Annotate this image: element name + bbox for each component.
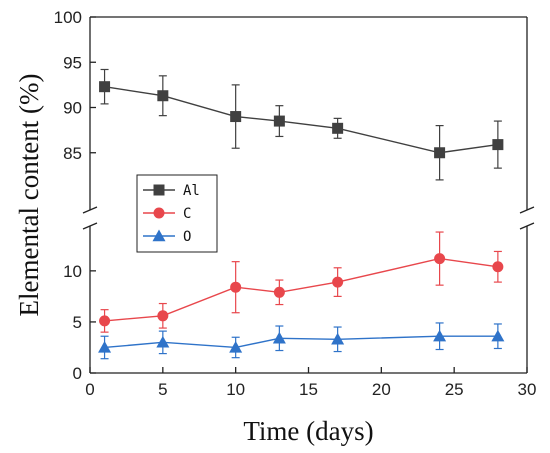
data-point-c [492, 261, 504, 273]
data-point-o [272, 331, 286, 344]
data-point-o [156, 335, 170, 348]
y-tick-label: 85 [63, 144, 82, 163]
series-c [99, 231, 504, 333]
data-point-c [434, 253, 446, 265]
series-layer [98, 68, 505, 360]
y-tick-label: 100 [54, 8, 82, 27]
data-point-o [433, 329, 447, 342]
data-point-al [492, 139, 504, 151]
x-tick-label: 25 [445, 380, 464, 399]
axis-ticks: 0 5 10 15 20 25 30 85 90 95 100 0 5 10 [54, 8, 537, 399]
data-point-o [331, 332, 345, 345]
y-tick-label: 5 [73, 313, 82, 332]
data-point-c [332, 276, 344, 288]
x-tick-label: 30 [518, 380, 537, 399]
y-tick-label: 0 [73, 364, 82, 383]
data-point-c [273, 286, 285, 298]
legend-marker-al [153, 184, 165, 196]
y-axis-title: Elemental content (%) [14, 74, 44, 317]
legend-marker-o [152, 229, 166, 242]
data-point-al [157, 90, 169, 102]
legend-label-al: Al [183, 183, 200, 199]
data-point-o [98, 340, 112, 353]
data-point-o [229, 340, 243, 353]
data-point-c [230, 281, 242, 293]
data-point-al [273, 115, 285, 127]
y-tick-label: 90 [63, 99, 82, 118]
axis-break-mark-left-2 [82, 222, 98, 230]
x-tick-label: 15 [299, 380, 318, 399]
x-tick-label: 0 [85, 380, 94, 399]
series-al [99, 68, 504, 181]
x-axis-title: Time (days) [243, 416, 373, 446]
legend-label-o: O [183, 229, 191, 245]
y-tick-label: 10 [63, 262, 82, 281]
data-point-al [230, 111, 242, 123]
axis-break-mark-right-2 [519, 222, 535, 230]
legend-label-c: C [183, 206, 191, 222]
data-point-c [157, 310, 169, 322]
data-point-c [99, 315, 111, 327]
legend: Al CO [136, 174, 218, 253]
x-tick-label: 10 [226, 380, 245, 399]
y-tick-label: 95 [63, 53, 82, 72]
data-point-al [434, 147, 446, 159]
data-point-o [491, 329, 505, 342]
data-point-al [99, 81, 111, 93]
x-tick-label: 5 [158, 380, 167, 399]
x-tick-label: 20 [372, 380, 391, 399]
series-o [98, 322, 505, 360]
axis-break-mark-right-1 [519, 206, 535, 214]
axis-break-mark-left-1 [82, 206, 98, 214]
data-point-al [332, 122, 344, 134]
legend-marker-c [153, 207, 165, 219]
